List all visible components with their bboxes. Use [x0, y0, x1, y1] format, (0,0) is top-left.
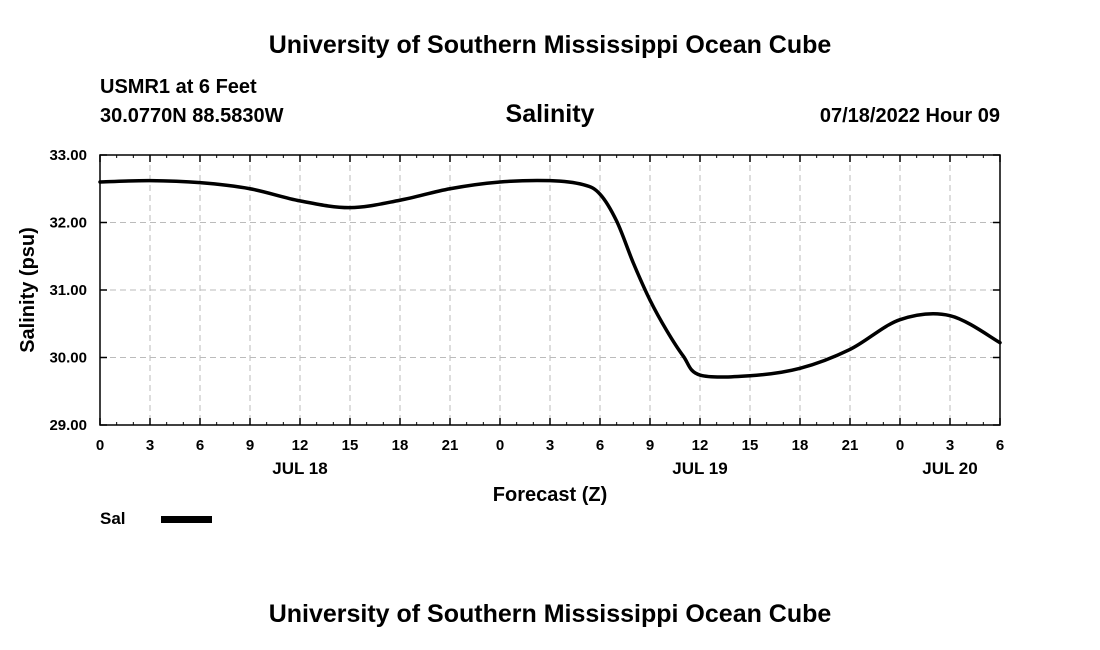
- x-tick-label: 0: [96, 437, 104, 454]
- legend-line-swatch: [161, 516, 212, 523]
- x-tick-label: 0: [896, 437, 904, 454]
- date-labels: JUL 18 JUL 19 JUL 20: [272, 459, 977, 478]
- y-tick-label: 32.00: [49, 215, 87, 232]
- x-axis-label: Forecast (Z): [493, 484, 607, 506]
- date-label: JUL 18: [272, 459, 327, 478]
- y-tick-label: 31.00: [49, 282, 87, 299]
- y-tick-label: 29.00: [49, 417, 87, 434]
- x-tick-label: 3: [546, 437, 554, 454]
- main-title: University of Southern Mississippi Ocean…: [268, 31, 832, 59]
- x-tick-label: 21: [842, 437, 859, 454]
- x-tick-label: 15: [342, 437, 359, 454]
- x-tick-label: 21: [442, 437, 459, 454]
- x-tick-label: 3: [946, 437, 954, 454]
- x-tick-label: 12: [692, 437, 709, 454]
- x-tick-label: 9: [646, 437, 654, 454]
- x-tick-label: 3: [146, 437, 154, 454]
- x-axis-ticks: 0 3 6 9 12 15 18 21 0 3 6 9 12 15 18 21 0 3 6: [96, 155, 1004, 454]
- grid-lines: [100, 155, 1000, 425]
- x-tick-label: 12: [292, 437, 309, 454]
- x-tick-label: 6: [996, 437, 1004, 454]
- x-tick-label: 15: [742, 437, 759, 454]
- station-name: USMR1 at 6 Feet: [100, 76, 257, 98]
- y-axis-ticks: 29.00 30.00 31.00 32.00 33.00: [49, 147, 1000, 434]
- x-tick-label: 0: [496, 437, 504, 454]
- series-line-sal: [98, 178, 1002, 379]
- date-label: JUL 20: [922, 459, 977, 478]
- y-tick-label: 30.00: [49, 350, 87, 367]
- date-label: JUL 19: [672, 459, 727, 478]
- x-tick-label: 9: [246, 437, 254, 454]
- legend-label-sal: Sal: [100, 509, 126, 528]
- x-tick-label: 18: [392, 437, 409, 454]
- y-tick-label: 33.00: [49, 147, 87, 164]
- x-tick-label: 6: [596, 437, 604, 454]
- station-coordinates: 30.0770N 88.5830W: [100, 105, 284, 127]
- forecast-timestamp: 07/18/2022 Hour 09: [819, 105, 1000, 127]
- x-tick-label: 18: [792, 437, 809, 454]
- chart-title: Salinity: [505, 100, 595, 128]
- y-axis-label: Salinity (psu): [17, 227, 39, 353]
- x-tick-label: 6: [196, 437, 204, 454]
- footer-title: University of Southern Mississippi Ocean…: [268, 600, 832, 628]
